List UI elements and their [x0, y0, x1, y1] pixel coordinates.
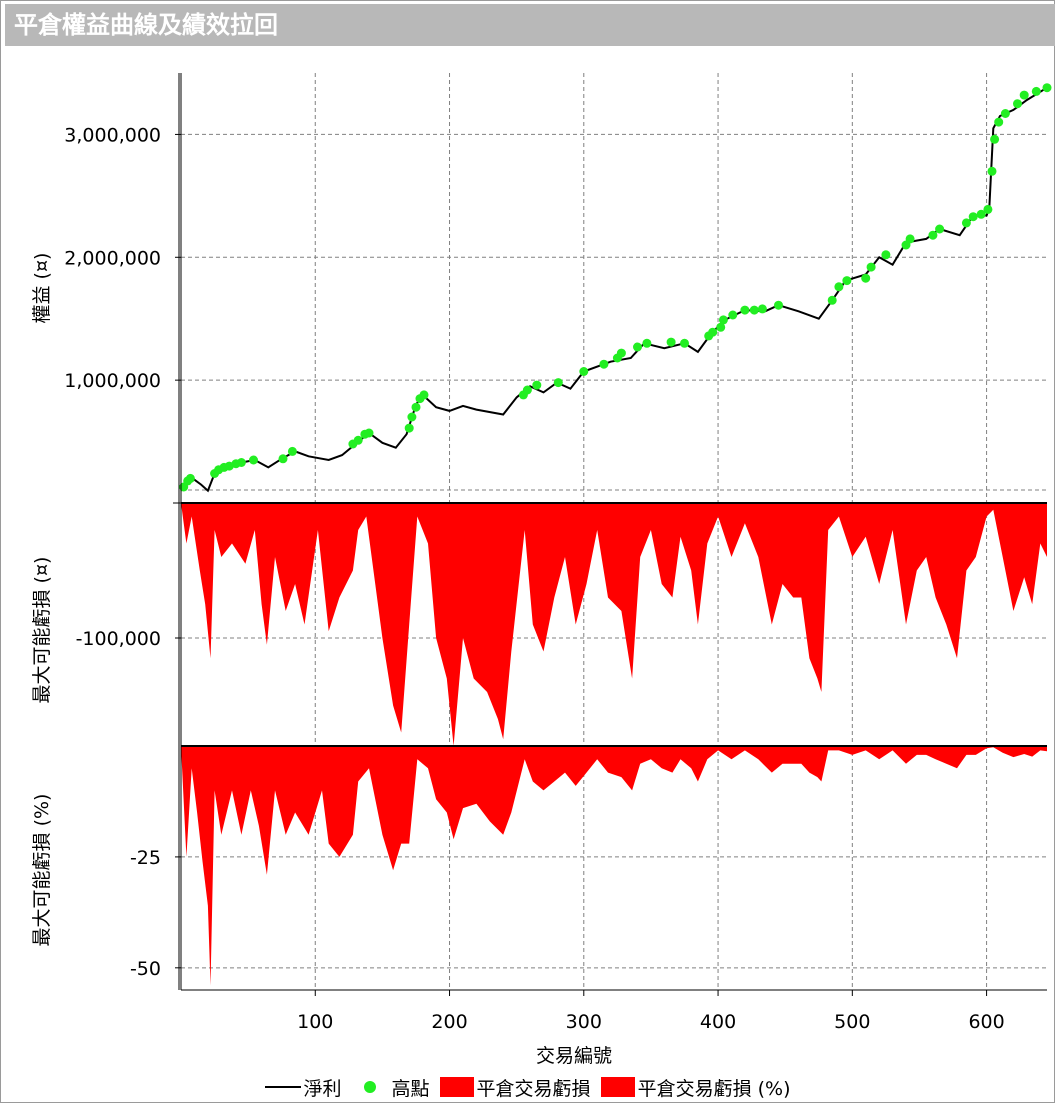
legend-dot-swatch [363, 1081, 376, 1093]
y-tick-label: -25 [130, 847, 161, 869]
high-point-dot [749, 305, 759, 315]
high-point-dot [827, 295, 837, 305]
high-point-dot [928, 230, 938, 240]
high-point-dot [680, 338, 689, 348]
high-point-dot [532, 380, 542, 390]
high-point-dot [599, 359, 609, 369]
high-point-dot [716, 322, 726, 332]
high-point-dot [411, 402, 421, 412]
legend-item-net-profit: 淨利 [264, 1074, 342, 1101]
page-title: 平倉權益曲線及績效拉回 [5, 4, 1055, 46]
legend-item-high-points: 高點 [352, 1074, 430, 1101]
high-point-dot [249, 455, 258, 465]
x-tick-label: 400 [700, 1011, 736, 1033]
high-point-dot [757, 304, 767, 314]
high-point-dot [881, 250, 891, 260]
legend-box-swatch [439, 1077, 474, 1097]
high-point-dot [633, 342, 642, 352]
y-axis-label: 最大可能虧損 (¤) [31, 557, 53, 704]
high-point-dot [994, 117, 1004, 127]
x-tick-label: 300 [566, 1011, 602, 1033]
y-tick-label: 1,000,000 [64, 370, 161, 392]
high-point-dot [1000, 109, 1010, 118]
high-point-dot [1042, 83, 1052, 93]
equity-line-group [180, 86, 1048, 493]
high-point-dot [353, 435, 363, 445]
high-point-dot [236, 458, 246, 467]
high-point-dot [522, 385, 532, 395]
legend-label-drawdown: 平倉交易虧損 [476, 1077, 591, 1100]
high-point-dot [935, 224, 945, 234]
x-tick-label: 100 [297, 1011, 333, 1033]
legend-label-drawdown-pct: 平倉交易虧損 (%) [637, 1077, 791, 1100]
x-tick-label: 600 [968, 1011, 1004, 1033]
high-point-dot [364, 428, 374, 438]
legend-label-high-points: 高點 [391, 1077, 430, 1100]
y-tick-label: -50 [130, 958, 161, 980]
high-point-dot [774, 300, 783, 310]
high-points [179, 83, 1052, 492]
axis-labels: 100 200 300 400 500 600 交易編號 1,000,000 2,000,000… [31, 124, 1005, 1067]
high-point-dot [987, 166, 997, 176]
high-point-dot [1019, 90, 1029, 100]
x-tick-label: 200 [431, 1011, 467, 1033]
legend-box-swatch [600, 1077, 635, 1097]
high-point-dot [407, 412, 417, 422]
drawdown-fills [181, 503, 1047, 986]
y-tick-label: -100,000 [76, 628, 161, 650]
high-point-dot [419, 390, 429, 400]
legend-label-net-profit: 淨利 [303, 1077, 342, 1100]
high-point-dot [666, 337, 676, 347]
drawdown-area [181, 503, 1047, 746]
high-point-dot [740, 305, 750, 315]
high-point-dot [968, 212, 978, 222]
high-point-dot [728, 310, 738, 320]
high-point-dot [579, 367, 589, 376]
legend-item-drawdown-pct: 平倉交易虧損 (%) [600, 1074, 791, 1101]
high-point-dot [842, 276, 852, 286]
high-point-dot [642, 338, 652, 348]
high-point-dot [983, 204, 993, 214]
high-point-dot [616, 348, 626, 358]
y-axis-label: 最大可能虧損 (%) [31, 794, 53, 947]
high-point-dot [278, 454, 288, 464]
high-point-dot [861, 273, 871, 283]
chart-area: 100 200 300 400 500 600 交易編號 1,000,000 2,000,000… [31, 73, 1052, 1067]
legend: 淨利 高點 平倉交易虧損 平倉交易虧損 (%) [0, 1072, 1055, 1102]
high-point-dot [866, 262, 876, 272]
high-point-dot [834, 282, 844, 292]
high-point-dot [961, 218, 971, 228]
x-tick-label: 500 [834, 1011, 870, 1033]
high-point-dot [404, 423, 414, 433]
drawdown-pct-area [181, 746, 1047, 986]
y-tick-label: 2,000,000 [64, 247, 161, 269]
axes [173, 73, 1047, 996]
y-tick-label: 3,000,000 [64, 124, 161, 146]
y-axis-label: 權益 (¤) [31, 253, 53, 324]
legend-line-swatch [264, 1086, 301, 1088]
high-point-dot [185, 473, 195, 483]
high-point-dot [708, 327, 718, 337]
high-point-dot [976, 209, 986, 219]
high-point-dot [1013, 99, 1022, 109]
high-point-dot [1031, 86, 1041, 96]
high-point-dot [905, 234, 915, 244]
x-axis-label: 交易編號 [536, 1045, 612, 1067]
legend-item-drawdown: 平倉交易虧損 [439, 1074, 591, 1101]
high-point-dot [553, 378, 563, 388]
high-point-dot [990, 134, 1000, 144]
equity-line [180, 86, 1048, 493]
high-point-dot [718, 315, 728, 325]
high-point-dot [287, 446, 297, 456]
